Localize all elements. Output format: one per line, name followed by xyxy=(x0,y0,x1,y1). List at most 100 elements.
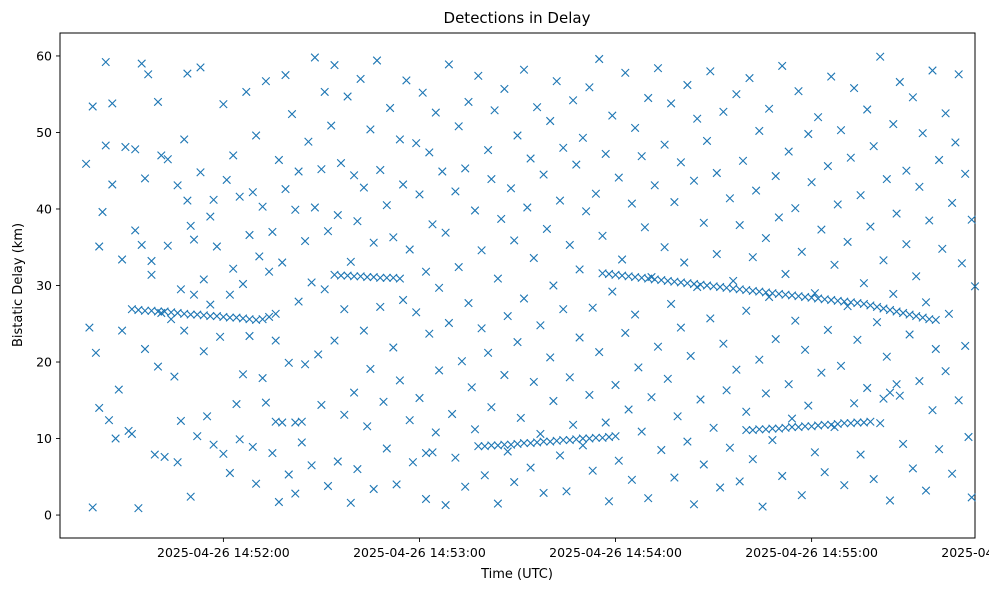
data-point xyxy=(294,167,303,176)
data-point xyxy=(353,464,362,474)
data-point xyxy=(137,59,146,68)
data-point xyxy=(885,496,895,505)
data-point xyxy=(915,182,924,191)
data-point xyxy=(915,376,924,386)
data-point xyxy=(529,253,538,263)
data-point xyxy=(300,360,310,369)
data-point xyxy=(359,183,369,192)
data-point xyxy=(510,236,519,245)
data-point xyxy=(447,409,457,419)
data-point xyxy=(905,330,914,339)
data-point xyxy=(820,468,829,477)
data-point xyxy=(931,315,940,325)
data-point xyxy=(418,88,427,97)
data-point xyxy=(892,380,901,389)
data-point xyxy=(758,502,767,511)
data-point xyxy=(278,258,287,267)
data-point xyxy=(385,103,395,113)
data-point xyxy=(454,122,463,131)
data-point xyxy=(846,153,855,162)
data-point xyxy=(131,226,140,235)
data-point xyxy=(771,334,780,344)
data-point xyxy=(735,477,744,486)
data-point xyxy=(363,272,372,282)
data-point xyxy=(693,282,702,292)
data-point xyxy=(689,500,699,509)
data-point xyxy=(549,396,558,406)
data-point xyxy=(859,279,869,288)
data-point xyxy=(474,442,483,451)
data-point xyxy=(778,61,787,71)
data-point xyxy=(98,207,107,217)
y-tick-label: 10 xyxy=(36,431,52,446)
data-point xyxy=(840,481,849,490)
data-point xyxy=(876,419,885,428)
data-point xyxy=(330,336,339,345)
data-point xyxy=(395,135,405,144)
data-point xyxy=(261,398,271,407)
data-point xyxy=(536,429,545,439)
data-point xyxy=(307,278,316,287)
data-point xyxy=(882,174,891,184)
data-point xyxy=(872,302,882,312)
data-point xyxy=(941,367,950,376)
y-tick-label: 50 xyxy=(36,125,52,140)
data-point xyxy=(729,276,738,286)
data-point xyxy=(719,339,728,348)
data-point xyxy=(575,333,584,342)
data-point xyxy=(483,145,493,155)
data-point xyxy=(630,272,640,282)
data-point xyxy=(578,434,588,443)
data-point xyxy=(261,77,271,86)
data-point xyxy=(219,100,228,109)
data-point xyxy=(225,290,235,299)
data-point xyxy=(748,455,757,464)
data-point xyxy=(536,321,545,330)
data-point xyxy=(467,383,476,392)
data-point xyxy=(885,305,895,315)
data-point xyxy=(683,437,692,446)
data-point xyxy=(199,275,208,284)
data-point xyxy=(676,158,686,167)
data-point xyxy=(101,57,110,67)
data-point xyxy=(147,270,156,279)
data-point xyxy=(196,63,205,72)
x-axis-label: Time (UTC) xyxy=(480,567,553,582)
data-point xyxy=(532,103,542,112)
data-point xyxy=(157,151,166,160)
data-point xyxy=(336,158,346,168)
data-point xyxy=(444,318,454,328)
data-point xyxy=(689,176,699,185)
data-point xyxy=(519,294,529,303)
data-point xyxy=(346,498,355,507)
data-point xyxy=(255,252,264,261)
data-point xyxy=(735,220,744,230)
data-point xyxy=(186,221,195,230)
x-tick-label: 2025-04-26 14:53:00 xyxy=(353,545,486,560)
data-point xyxy=(836,126,846,135)
data-point xyxy=(604,497,614,506)
data-point xyxy=(487,403,496,412)
y-tick-label: 30 xyxy=(36,278,52,293)
data-point xyxy=(199,347,208,356)
data-point xyxy=(526,463,535,472)
data-point xyxy=(565,373,574,382)
data-point xyxy=(588,303,597,312)
data-point xyxy=(591,189,601,198)
data-point xyxy=(304,137,313,146)
data-point xyxy=(487,441,496,450)
data-point xyxy=(657,445,666,455)
data-point xyxy=(320,87,329,97)
data-point xyxy=(768,435,777,445)
data-point xyxy=(853,418,862,427)
data-point xyxy=(382,201,391,210)
data-point xyxy=(889,289,898,299)
y-tick-label: 40 xyxy=(36,201,52,216)
data-point xyxy=(702,136,712,146)
data-point xyxy=(934,155,944,165)
data-point xyxy=(343,92,352,101)
data-point xyxy=(150,450,159,459)
data-point xyxy=(568,420,578,429)
data-point xyxy=(748,253,757,262)
data-point xyxy=(833,200,842,209)
